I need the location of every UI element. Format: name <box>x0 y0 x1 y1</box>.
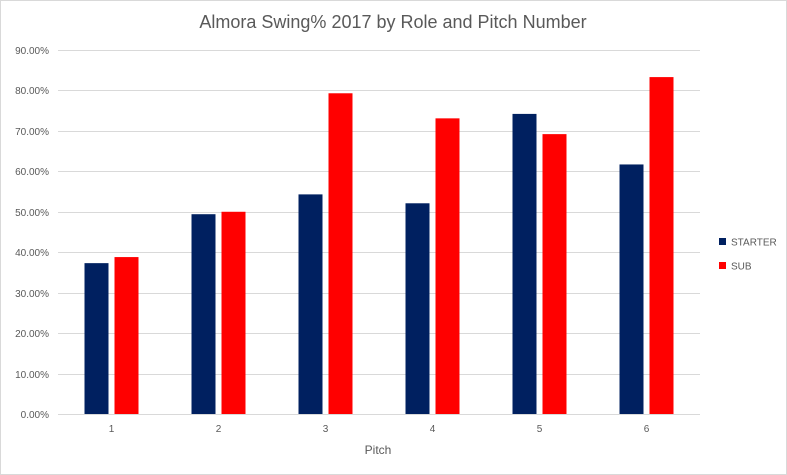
y-tick-label: 40.00% <box>15 248 49 259</box>
x-tick-label: 5 <box>537 424 543 435</box>
y-tick-label: 10.00% <box>15 370 49 381</box>
x-axis-label: Pitch <box>365 443 392 457</box>
y-tick-label: 90.00% <box>15 46 49 57</box>
legend-label-starter: STARTER <box>731 238 777 249</box>
x-tick-label: 3 <box>323 424 329 435</box>
bar-sub-pitch-3 <box>328 93 353 414</box>
chart-title: Almora Swing% 2017 by Role and Pitch Num… <box>199 12 586 32</box>
bar-sub-pitch-2 <box>221 211 246 414</box>
legend-swatch-starter <box>719 238 726 245</box>
legend: STARTER SUB <box>719 238 777 273</box>
bars <box>84 77 674 415</box>
bar-sub-pitch-4 <box>435 118 460 415</box>
x-tick-label: 2 <box>216 424 222 435</box>
y-tick-label: 50.00% <box>15 208 49 219</box>
y-axis: 0.00% 10.00% 20.00% 30.00% 40.00% 50.00% 60.00… <box>15 46 49 421</box>
y-tick-label: 20.00% <box>15 329 49 340</box>
bar-starter-pitch-4 <box>405 203 430 414</box>
x-axis: 1 2 3 4 5 6 <box>58 414 700 435</box>
y-tick-label: 80.00% <box>15 86 49 97</box>
bar-starter-pitch-5 <box>512 113 537 414</box>
bar-starter-pitch-3 <box>298 194 323 414</box>
x-tick-label: 6 <box>644 424 650 435</box>
x-tick-label: 1 <box>109 424 115 435</box>
legend-swatch-sub <box>719 262 726 269</box>
bar-sub-pitch-1 <box>114 257 139 414</box>
bar-sub-pitch-5 <box>542 134 567 414</box>
x-tick-label: 4 <box>430 424 436 435</box>
y-tick-label: 0.00% <box>21 410 49 421</box>
bar-starter-pitch-1 <box>84 263 109 414</box>
bar-starter-pitch-2 <box>191 214 216 414</box>
gridlines <box>58 50 700 415</box>
legend-label-sub: SUB <box>731 262 752 273</box>
bar-sub-pitch-6 <box>649 77 674 414</box>
bar-starter-pitch-6 <box>619 164 644 414</box>
y-tick-label: 60.00% <box>15 167 49 178</box>
y-tick-label: 70.00% <box>15 127 49 138</box>
y-tick-label: 30.00% <box>15 289 49 300</box>
